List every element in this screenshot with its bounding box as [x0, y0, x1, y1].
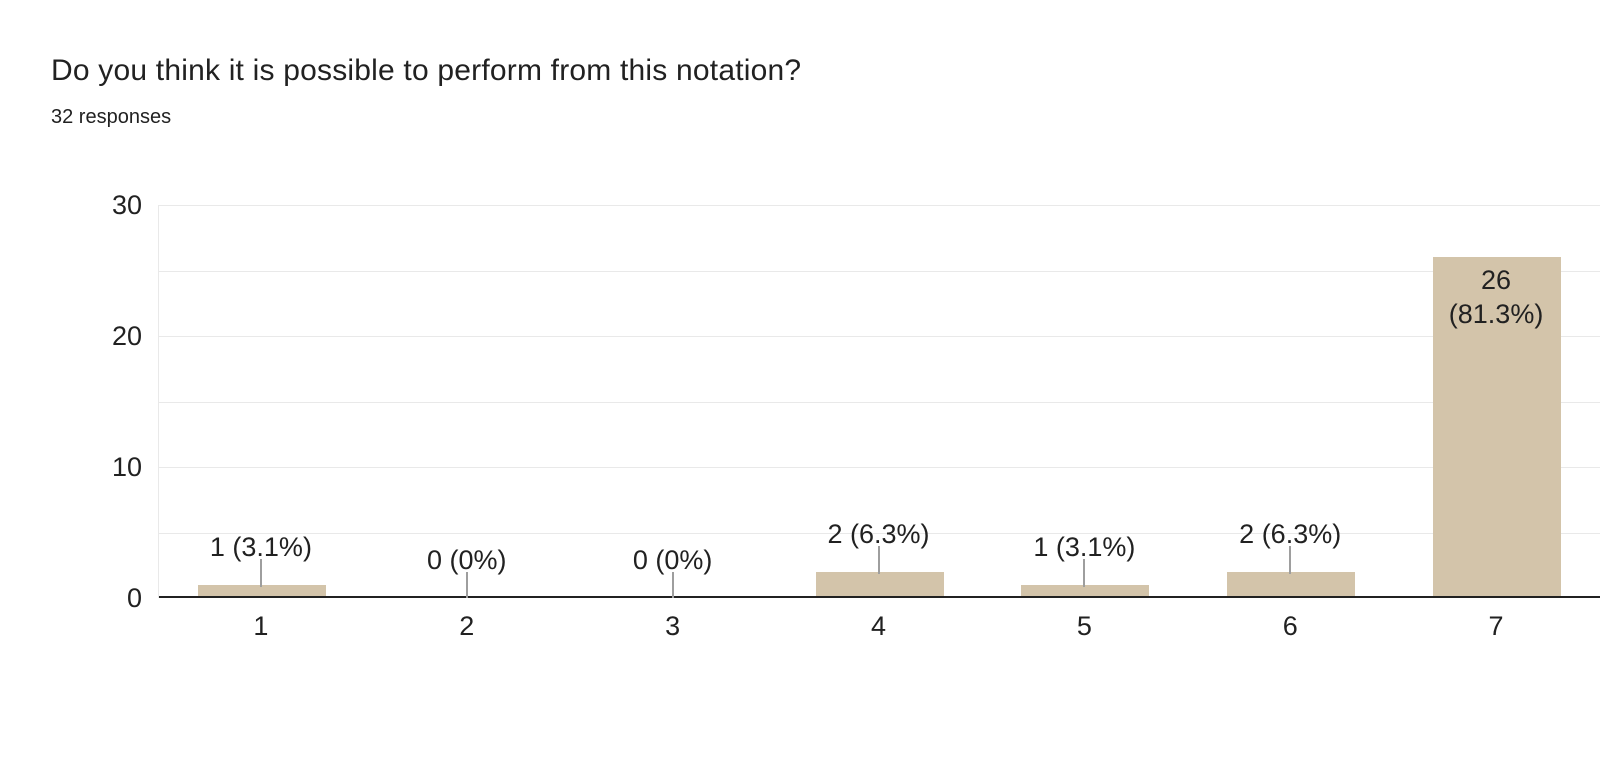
bar-value-label-4: 2 (6.3%)	[827, 519, 930, 549]
bar-value-label-2: 0 (0%)	[427, 545, 507, 575]
grid-line-15	[159, 401, 1600, 403]
bar-value-label-5: 1 (3.1%)	[1033, 532, 1136, 562]
bar-value-label-6: 2 (6.3%)	[1239, 519, 1342, 549]
bar-category-7[interactable]	[1433, 257, 1562, 598]
x-axis-line	[159, 596, 1600, 598]
x-axis-label-3: 3	[665, 611, 681, 641]
grid-line-20	[159, 336, 1600, 337]
question-title: Do you think it is possible to perform f…	[51, 54, 802, 87]
grid-line-30	[159, 205, 1600, 206]
x-axis-label-4: 4	[870, 611, 886, 641]
leader-line-2	[465, 572, 468, 598]
leader-line-4	[877, 546, 880, 574]
x-axis-label-2: 2	[459, 611, 475, 641]
y-axis-label-10: 10	[111, 452, 142, 482]
leader-line-5	[1083, 559, 1086, 587]
bar-category-4[interactable]	[815, 572, 944, 598]
bar-category-5[interactable]	[1021, 585, 1150, 598]
bar-value-label-3: 0 (0%)	[632, 545, 713, 575]
bar-value-label-1: 1 (3.1%)	[209, 532, 312, 562]
y-axis-label-30: 30	[111, 190, 142, 220]
leader-line-1	[259, 559, 262, 587]
leader-line-6	[1289, 546, 1292, 574]
bar-value-count: 26	[1481, 265, 1512, 295]
x-axis-label-6: 6	[1282, 611, 1298, 641]
bar-category-6[interactable]	[1227, 572, 1356, 598]
grid-line-10	[159, 467, 1600, 468]
bar-value-percent: (81.3%)	[1448, 299, 1544, 329]
bar-value-label-7: 26 (81.3%)	[1386, 263, 1600, 331]
x-axis-label-5: 5	[1076, 611, 1092, 641]
leader-line-3	[671, 572, 674, 598]
response-count: 32 responses	[51, 106, 172, 128]
x-axis-label-1: 1	[253, 611, 269, 641]
x-axis-label-7: 7	[1488, 611, 1504, 641]
grid-line-5	[159, 532, 1600, 534]
y-axis-label-0: 0	[126, 583, 142, 613]
plot-area	[158, 205, 1600, 598]
y-axis-label-20: 20	[111, 321, 142, 351]
bar-category-1[interactable]	[197, 585, 326, 598]
grid-line-25	[159, 270, 1600, 272]
